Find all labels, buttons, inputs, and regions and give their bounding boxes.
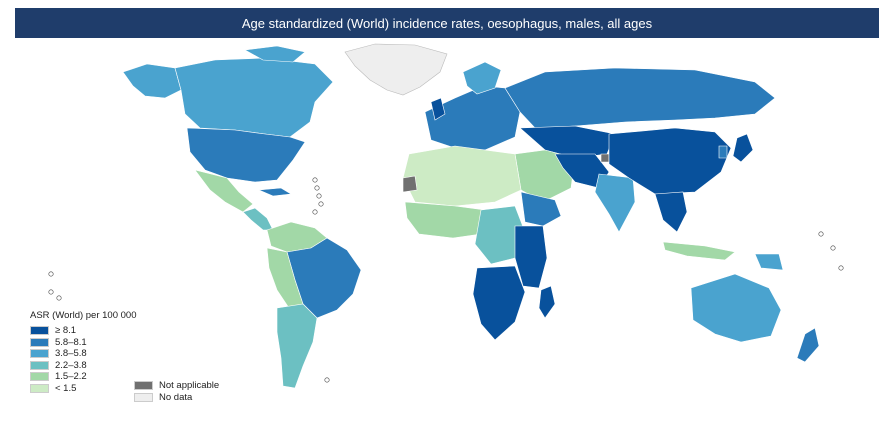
legend-label: No data — [159, 391, 193, 403]
region-greenland — [344, 43, 448, 96]
region-mexico — [194, 169, 254, 213]
region-new-zealand — [796, 327, 820, 363]
legend-label: 5.8–8.1 — [55, 336, 87, 348]
region-southern-africa — [472, 265, 526, 341]
island-marker — [830, 245, 836, 251]
legend-swatch — [30, 360, 49, 370]
region-alaska — [122, 63, 182, 99]
region-scandinavia — [462, 61, 502, 95]
legend-row: 1.5–2.2 — [30, 371, 137, 383]
region-china — [608, 127, 732, 195]
island-marker — [48, 289, 54, 295]
legend-row: 3.8–5.8 — [30, 348, 137, 360]
region-russia — [504, 67, 776, 129]
region-india — [594, 173, 636, 233]
island-marker — [314, 185, 320, 191]
region-caribbean — [258, 187, 292, 197]
legend-swatch — [30, 383, 49, 393]
region-japan — [732, 133, 754, 163]
island-marker — [312, 177, 318, 183]
map-title: Age standardized (World) incidence rates… — [241, 15, 653, 31]
region-madagascar — [538, 285, 556, 319]
map-legend: ASR (World) per 100 000 ≥ 8.1 5.8–8.1 3.… — [30, 310, 137, 394]
region-southeast-asia — [654, 191, 688, 233]
legend-label: < 1.5 — [55, 382, 77, 394]
region-north-africa — [402, 145, 522, 207]
legend-label: 1.5–2.2 — [55, 371, 87, 383]
island-marker — [838, 265, 844, 271]
legend-row: < 1.5 — [30, 383, 137, 395]
world-choropleth-map — [48, 43, 844, 389]
region-australia — [690, 273, 782, 343]
legend-title: ASR (World) per 100 000 — [30, 310, 137, 321]
legend-label: ≥ 8.1 — [55, 325, 77, 337]
legend-swatch-extra — [134, 380, 153, 390]
region-uk — [430, 97, 446, 121]
legend-row: 2.2–3.8 — [30, 360, 137, 372]
legend-label: Not applicable — [159, 379, 220, 391]
legend-row: 5.8–8.1 — [30, 337, 137, 349]
region-horn-africa — [520, 191, 562, 227]
legend-swatch — [30, 326, 49, 336]
island-marker — [318, 201, 324, 207]
legend-swatch — [30, 372, 49, 382]
region-papua — [754, 253, 784, 271]
region-east-africa — [514, 225, 548, 289]
map-legend-extra: Not applicable No data — [134, 379, 219, 403]
region-not-applicable-western-sahara — [402, 175, 418, 193]
island-marker — [56, 295, 62, 301]
legend-swatch — [30, 337, 49, 347]
legend-row-no-data: No data — [134, 391, 219, 403]
region-argentina-chile — [276, 303, 318, 389]
map-title-bar: Age standardized (World) incidence rates… — [15, 8, 879, 38]
region-not-applicable-kashmir — [600, 153, 610, 163]
region-canada — [174, 57, 334, 138]
region-central-america — [242, 207, 274, 231]
legend-swatch-extra — [134, 392, 153, 402]
island-marker — [324, 377, 330, 383]
region-indonesia — [662, 241, 736, 261]
region-arctic-islands — [244, 45, 306, 63]
region-usa — [186, 127, 306, 183]
legend-swatch — [30, 349, 49, 359]
island-marker — [48, 271, 54, 277]
region-west-africa — [404, 201, 486, 239]
region-korea — [718, 145, 728, 159]
legend-row: ≥ 8.1 — [30, 325, 137, 337]
legend-row-not-applicable: Not applicable — [134, 379, 219, 391]
legend-label: 3.8–5.8 — [55, 348, 87, 360]
island-marker — [312, 209, 318, 215]
island-marker — [316, 193, 322, 199]
region-europe — [424, 85, 521, 151]
island-marker — [818, 231, 824, 237]
legend-label: 2.2–3.8 — [55, 359, 87, 371]
